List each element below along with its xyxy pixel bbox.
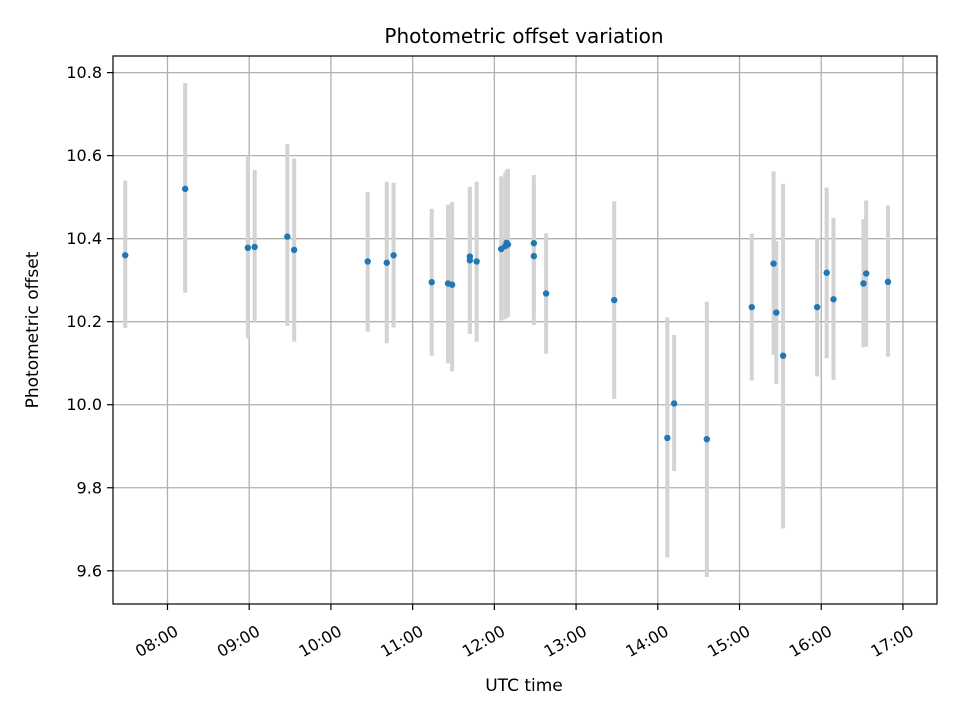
data-point bbox=[244, 244, 252, 251]
y-axis-label: Photometric offset bbox=[23, 251, 43, 408]
data-point bbox=[542, 290, 550, 297]
data-point bbox=[504, 241, 512, 248]
data-point bbox=[664, 434, 671, 442]
data-point bbox=[862, 270, 870, 277]
data-point bbox=[773, 309, 780, 316]
data-point bbox=[383, 259, 390, 266]
y-tick-label: 9.6 bbox=[77, 561, 102, 580]
data-point bbox=[884, 278, 892, 286]
data-point bbox=[473, 258, 480, 265]
data-point bbox=[611, 296, 618, 304]
y-tick-label: 10.2 bbox=[66, 312, 102, 331]
y-tick-label: 10.0 bbox=[66, 395, 102, 414]
data-point bbox=[448, 281, 456, 288]
data-point bbox=[830, 296, 837, 303]
point-layer bbox=[122, 185, 892, 443]
x-axis-label: UTC time bbox=[485, 676, 563, 696]
data-point bbox=[748, 303, 755, 311]
plot-frame bbox=[112, 55, 938, 605]
data-point bbox=[670, 400, 678, 407]
data-point bbox=[290, 246, 298, 254]
data-point bbox=[770, 260, 777, 267]
data-point bbox=[284, 233, 291, 240]
data-point bbox=[779, 352, 787, 359]
data-point bbox=[428, 279, 435, 286]
data-point bbox=[466, 257, 474, 264]
chart-title: Photometric offset variation bbox=[384, 24, 663, 48]
data-point bbox=[530, 252, 538, 260]
y-tick-label: 9.8 bbox=[77, 478, 102, 497]
grid-layer bbox=[113, 56, 937, 604]
data-point bbox=[530, 240, 538, 247]
data-point bbox=[181, 185, 189, 193]
data-point bbox=[823, 269, 830, 276]
data-point bbox=[251, 243, 258, 251]
data-point bbox=[122, 252, 129, 259]
y-tick-label: 10.8 bbox=[66, 63, 102, 82]
data-point bbox=[390, 252, 397, 259]
data-point bbox=[813, 303, 821, 311]
data-point bbox=[860, 280, 867, 287]
y-tick-label: 10.6 bbox=[66, 146, 102, 165]
data-point bbox=[364, 258, 371, 265]
data-point bbox=[703, 435, 711, 443]
y-tick-label: 10.4 bbox=[66, 229, 102, 248]
